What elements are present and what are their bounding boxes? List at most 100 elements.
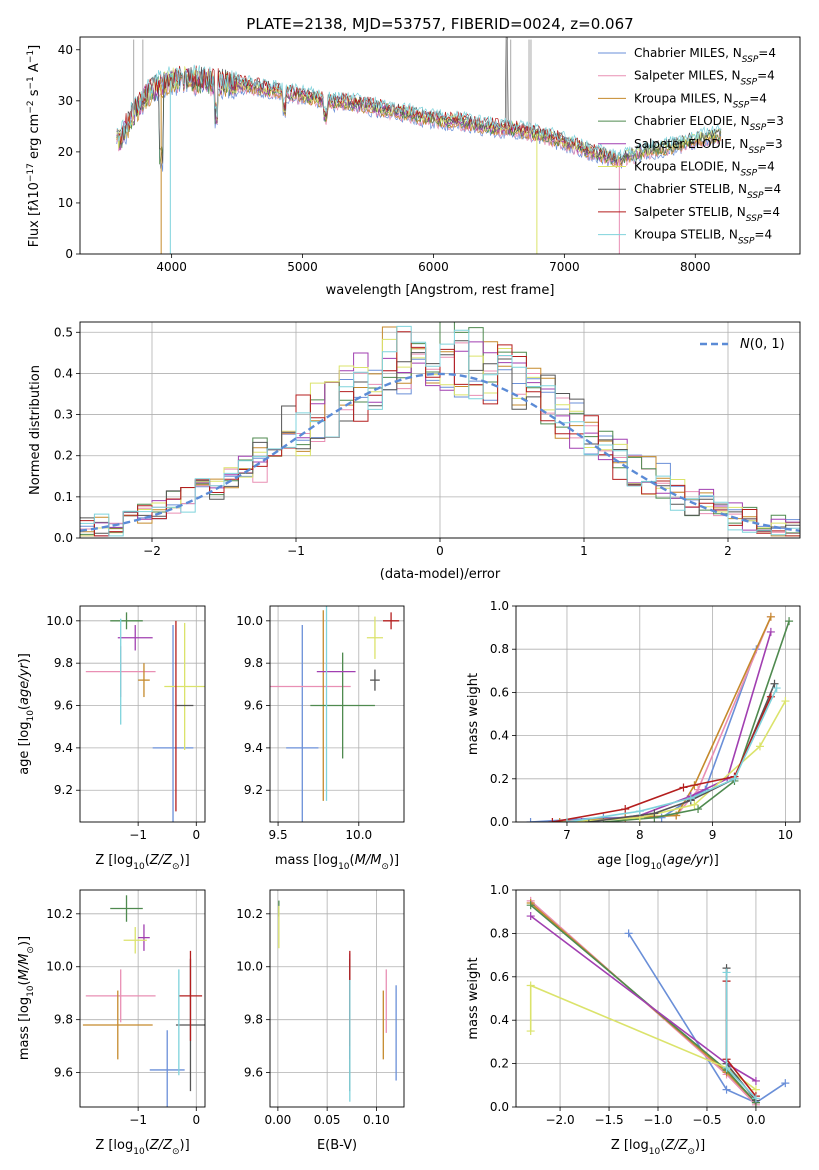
label-part: =4 bbox=[757, 160, 775, 174]
plot-area bbox=[116, 37, 722, 254]
mass-weight-line bbox=[627, 932, 786, 1104]
y-tick-label: 0.0 bbox=[490, 1100, 509, 1114]
panel-residuals: −2 −1 0 1 2 0.0 0.1 0.2 0.3 0.4 0.5 N(0, 1) (data-mo… bbox=[28, 321, 801, 582]
mass-weight-marker bbox=[781, 697, 790, 706]
label-part: age/yr bbox=[17, 662, 32, 705]
mass-weight-marker bbox=[526, 981, 535, 990]
y-tick-label: 10.2 bbox=[46, 907, 73, 921]
label-part: 10 bbox=[133, 862, 145, 872]
legend-entry: Chabrier MILES, NSSP=4 bbox=[634, 46, 776, 65]
axes-frame bbox=[269, 605, 405, 823]
label-part: )] bbox=[17, 936, 32, 946]
mass-weight-marker bbox=[694, 805, 703, 814]
plot-area bbox=[80, 322, 800, 537]
label-part: 10 bbox=[27, 182, 42, 199]
legend: N(0, 1) bbox=[700, 337, 785, 352]
legend-entry: N(0, 1) bbox=[740, 337, 785, 352]
axes-frame bbox=[79, 889, 206, 1108]
x-tick-label: 0 bbox=[192, 1113, 200, 1127]
x-tick-label: −1 bbox=[129, 1113, 147, 1127]
y-tick-label: 0.4 bbox=[490, 1013, 509, 1027]
label-part: Kroupa ELODIE, N bbox=[634, 160, 741, 174]
label-part: −1 bbox=[26, 76, 36, 89]
legend-entry: Salpeter MILES, NSSP=4 bbox=[634, 69, 775, 88]
y-tick-label: 0.0 bbox=[490, 815, 509, 829]
legend-entry: Chabrier ELODIE, NSSP=3 bbox=[634, 114, 784, 133]
label-part: ( bbox=[662, 853, 667, 868]
label-part: age/yr bbox=[667, 853, 710, 868]
label-part: −17 bbox=[26, 163, 36, 182]
mass-weight-marker bbox=[526, 1027, 535, 1036]
y-tick-label: 1.0 bbox=[490, 883, 509, 897]
legend-entry: Salpeter STELIB, NSSP=4 bbox=[634, 205, 780, 224]
y-tick-label: 10 bbox=[58, 196, 73, 210]
y-tick-label: 0.5 bbox=[54, 325, 73, 339]
x-axis-label: E(B-V) bbox=[317, 1138, 357, 1153]
plot-area bbox=[526, 612, 794, 822]
x-tick-label: 9 bbox=[709, 828, 717, 842]
label-part: Z/Z bbox=[664, 1138, 688, 1153]
axes-frame bbox=[269, 889, 405, 1108]
mass-weight-marker bbox=[526, 818, 535, 822]
x-tick-label: −1.0 bbox=[643, 1113, 672, 1127]
y-tick-label: 20 bbox=[58, 145, 73, 159]
label-part: Z/Z bbox=[149, 1138, 173, 1153]
label-part: Salpeter ELODIE, N bbox=[634, 137, 748, 151]
spectrum-line bbox=[116, 64, 722, 160]
x-tick-label: −2 bbox=[143, 544, 161, 558]
label-part: =4 bbox=[758, 46, 776, 60]
plot-area bbox=[278, 900, 397, 1102]
y-axis-label: mass [log10(M/M⊙)] bbox=[17, 936, 36, 1060]
x-tick-label: 0.0 bbox=[746, 1113, 765, 1127]
label-part: 10 bbox=[649, 1147, 661, 1157]
label-part: A bbox=[27, 63, 42, 76]
label-part: )] bbox=[180, 853, 190, 868]
mass-weight-marker bbox=[548, 818, 557, 822]
label-part: ( bbox=[145, 1138, 150, 1153]
panel-age-z: −1 09.29.49.69.810.0Z [log10(Z/Z⊙)]age [l… bbox=[17, 605, 206, 872]
label-part: Salpeter STELIB, N bbox=[634, 205, 746, 219]
x-tick-label: 0.00 bbox=[265, 1113, 292, 1127]
label-part: 10 bbox=[650, 862, 662, 872]
y-tick-label: 9.2 bbox=[244, 783, 263, 797]
label-part: SSP bbox=[748, 146, 765, 156]
mass-weight-line bbox=[530, 915, 757, 1082]
y-tick-label: 9.6 bbox=[54, 1066, 73, 1080]
y-tick-label: 9.8 bbox=[54, 656, 73, 670]
label-part: Z [log bbox=[95, 1138, 133, 1153]
mass-weight-marker bbox=[555, 818, 564, 822]
mass-weight-marker bbox=[679, 783, 688, 792]
mass-weight-marker bbox=[690, 800, 699, 809]
y-tick-label: 0.2 bbox=[490, 1057, 509, 1071]
x-axis-label: (data-model)/error bbox=[380, 567, 501, 582]
label-part: Flux [f bbox=[27, 206, 42, 247]
label-part: ⊙ bbox=[172, 1147, 180, 1157]
y-tick-label: 10.0 bbox=[46, 614, 73, 628]
mass-weight-marker bbox=[785, 617, 794, 626]
x-axis-label: mass [log10(M/M⊙)] bbox=[275, 853, 399, 872]
label-part: mass [log bbox=[17, 997, 32, 1060]
label-part: E(B-V) bbox=[317, 1138, 357, 1153]
y-tick-label: 9.2 bbox=[54, 783, 73, 797]
label-part: ( bbox=[350, 853, 355, 868]
label-part: ⊙ bbox=[687, 1147, 695, 1157]
panel-mass-ebv: 0.00 0.05 0.10 9.6 9.8 10.0 10.2 E(B-V) bbox=[236, 889, 405, 1153]
y-tick-label: 0.3 bbox=[54, 408, 73, 422]
mass-weight-marker bbox=[650, 809, 659, 818]
label-part: SSP bbox=[750, 123, 767, 133]
plot-area bbox=[82, 895, 205, 1107]
y-tick-label: 0.8 bbox=[490, 642, 509, 656]
mass-weight-marker bbox=[730, 774, 739, 783]
label-part: age [log bbox=[597, 853, 650, 868]
y-tick-label: 10.2 bbox=[236, 907, 263, 921]
mass-weight-marker bbox=[751, 1076, 760, 1085]
label-part: Chabrier ELODIE, N bbox=[634, 114, 750, 128]
y-tick-label: 0.2 bbox=[54, 449, 73, 463]
x-tick-label: 9.5 bbox=[269, 828, 288, 842]
y-tick-label: 30 bbox=[58, 94, 73, 108]
x-tick-label: −1 bbox=[287, 544, 305, 558]
label-part: )] bbox=[389, 853, 399, 868]
y-tick-label: 10.0 bbox=[236, 614, 263, 628]
x-tick-label: −1.5 bbox=[594, 1113, 623, 1127]
